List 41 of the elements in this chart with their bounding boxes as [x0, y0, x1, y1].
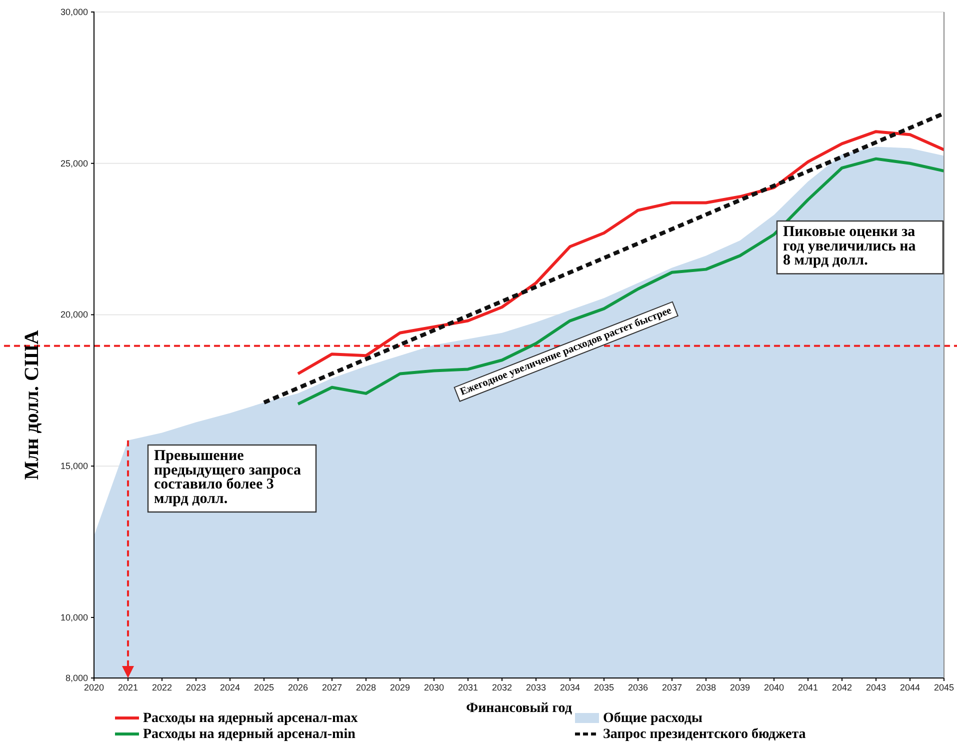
y-tick-label: 30,000: [60, 6, 88, 17]
x-axis-title: Финансовый год: [466, 701, 572, 716]
x-tick-label: 2036: [628, 682, 648, 692]
x-tick-label: 2022: [152, 682, 172, 692]
x-tick-label: 2034: [560, 682, 580, 692]
y-tick-label: 20,000: [60, 310, 88, 320]
x-tick-label: 2045: [934, 682, 954, 692]
x-tick-label: 2020: [84, 682, 104, 692]
x-tick-label: 2024: [220, 682, 240, 692]
line-series: [296, 157, 946, 406]
x-tick-label: 2037: [662, 682, 682, 692]
y-tick-label: 25,000: [60, 158, 88, 168]
x-tick-label: 2031: [458, 682, 478, 692]
y-tick-label: 8,000: [65, 672, 88, 683]
annotation: Пиковые оценки за год увеличились на 8 млрд долл.: [783, 224, 916, 268]
x-tick-label: 2042: [832, 682, 852, 692]
x-tick-label: 2032: [492, 682, 512, 692]
x-tick-label: 2043: [866, 682, 886, 692]
annotation: Превышение предыдущего запроса составило более 3 млрд долл.: [154, 448, 302, 507]
y-tick-label: 10,000: [60, 612, 88, 622]
y-axis-title: Млн долл. США: [21, 330, 43, 480]
legend-label: Общие расходы: [603, 711, 702, 726]
x-tick-label: 2023: [186, 682, 206, 692]
x-tick-label: 2029: [390, 682, 410, 692]
x-tick-label: 2044: [900, 682, 920, 692]
x-tick-label: 2033: [526, 682, 546, 692]
x-tick-label: 2039: [730, 682, 750, 692]
x-tick-label: 2025: [254, 682, 274, 692]
x-tick-label: 2026: [288, 682, 308, 692]
x-tick-label: 2021: [118, 682, 138, 692]
legend-label: Расходы на ядерный арсенал-max: [143, 711, 358, 726]
x-tick-label: 2027: [322, 682, 342, 692]
x-tick-label: 2038: [696, 682, 716, 692]
x-tick-label: 2028: [356, 682, 376, 692]
x-tick-label: 2040: [764, 682, 784, 692]
x-tick-label: 2035: [594, 682, 614, 692]
legend-label: Запрос президентского бюджета: [603, 727, 806, 742]
legend-label: Расходы на ядерный арсенал-min: [143, 727, 356, 742]
y-tick-label: 15,000: [60, 460, 88, 471]
x-tick-label: 2041: [798, 682, 818, 692]
x-tick-label: 2030: [424, 682, 444, 692]
